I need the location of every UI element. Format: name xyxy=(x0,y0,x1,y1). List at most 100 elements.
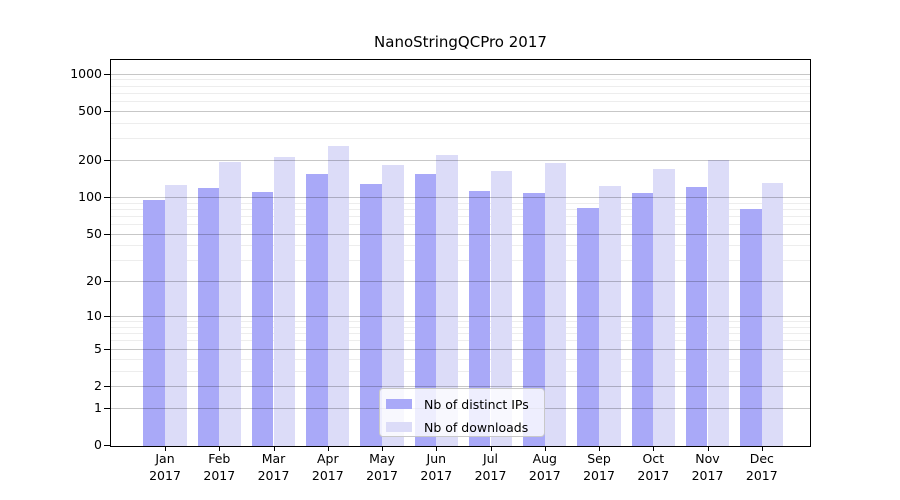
bar-distinct-ips xyxy=(360,184,382,446)
x-axis-tick xyxy=(219,446,221,451)
y-axis-tick xyxy=(104,385,111,387)
x-axis-tick xyxy=(273,446,275,451)
y-tick-label: 50 xyxy=(86,225,102,241)
x-axis-tick xyxy=(707,446,709,451)
gridline-minor xyxy=(111,358,810,360)
x-axis-tick xyxy=(165,446,166,451)
y-axis-tick xyxy=(104,445,111,446)
x-tick-label: Dec 2017 xyxy=(745,451,778,483)
gridline-minor xyxy=(111,122,810,124)
gridline-minor xyxy=(111,260,810,262)
x-tick-label: Apr 2017 xyxy=(311,451,344,483)
gridline-minor xyxy=(111,370,810,372)
y-axis-tick xyxy=(104,233,111,235)
x-tick-label: Feb 2017 xyxy=(203,451,236,483)
x-tick-label: Nov 2017 xyxy=(691,451,724,483)
legend: Nb of distinct IPs Nb of downloads xyxy=(379,388,545,437)
x-tick-label: May 2017 xyxy=(366,451,398,483)
gridline-major xyxy=(111,159,810,161)
y-tick-label: 20 xyxy=(86,273,102,289)
bar-distinct-ips xyxy=(685,187,708,446)
gridline-minor xyxy=(111,333,810,335)
gridline-minor xyxy=(111,92,810,94)
x-axis-tick xyxy=(436,446,438,451)
x-tick-label: Jun 2017 xyxy=(420,451,453,483)
legend-label-distinct-ips: Nb of distinct IPs xyxy=(424,396,529,412)
gridline-minor xyxy=(111,245,810,247)
legend-label-downloads: Nb of downloads xyxy=(424,419,529,435)
bar-downloads xyxy=(327,145,350,446)
bar-downloads xyxy=(761,182,784,446)
legend-swatch-distinct-ips xyxy=(386,398,412,410)
gridline-major xyxy=(111,281,810,283)
y-axis-tick xyxy=(104,348,111,350)
bar-downloads xyxy=(273,157,296,446)
y-axis-tick xyxy=(104,407,111,409)
legend-entry-distinct-ips: Nb of distinct IPs xyxy=(380,396,529,413)
y-axis-tick xyxy=(104,316,111,318)
gridline-minor xyxy=(111,340,810,342)
bar-distinct-ips xyxy=(197,188,220,446)
legend-swatch-downloads xyxy=(386,421,412,433)
y-tick-label: 2 xyxy=(94,377,102,393)
x-tick-label: Aug 2017 xyxy=(528,451,561,483)
gridline-major xyxy=(111,316,810,318)
bar-distinct-ips xyxy=(143,200,165,446)
bar-distinct-ips xyxy=(740,208,762,446)
x-axis-tick xyxy=(544,446,546,451)
bar-downloads xyxy=(490,170,513,446)
y-tick-label: 10 xyxy=(86,308,102,324)
y-tick-label: 0 xyxy=(94,437,102,452)
bar-distinct-ips xyxy=(523,193,545,446)
bar-downloads xyxy=(436,155,458,446)
gridline-minor xyxy=(111,208,810,210)
gridline-major xyxy=(111,196,810,198)
x-axis-tick xyxy=(599,446,600,451)
y-axis-tick xyxy=(104,73,111,75)
y-tick-label: 5 xyxy=(94,340,102,356)
x-tick-label: Oct 2017 xyxy=(637,451,670,483)
gridline-minor xyxy=(111,202,810,204)
y-tick-label: 100 xyxy=(78,188,102,204)
gridline-major xyxy=(111,385,810,387)
x-axis-tick xyxy=(327,446,329,451)
plot-area xyxy=(111,60,810,446)
y-tick-label: 1000 xyxy=(70,65,102,81)
legend-entry-downloads: Nb of downloads xyxy=(380,419,528,436)
y-tick-label: 1 xyxy=(94,399,102,415)
bar-distinct-ips xyxy=(306,174,328,446)
x-axis-tick xyxy=(761,446,763,451)
bar-downloads xyxy=(165,185,187,446)
gridline-major xyxy=(111,73,810,75)
bar-distinct-ips xyxy=(414,173,437,446)
bar-distinct-ips xyxy=(577,207,599,446)
gridline-minor xyxy=(111,215,810,217)
gridline-minor xyxy=(111,321,810,323)
y-tick-label: 500 xyxy=(78,102,102,118)
bar-downloads xyxy=(653,168,675,446)
bar-downloads xyxy=(599,185,621,446)
y-axis-tick xyxy=(104,159,111,161)
gridline-major xyxy=(111,348,810,350)
x-tick-label: Sep 2017 xyxy=(583,451,615,483)
x-axis-tick xyxy=(490,446,492,451)
bar-downloads xyxy=(219,162,241,446)
gridline-major xyxy=(111,110,810,112)
y-axis-tick xyxy=(104,196,111,198)
x-axis-tick xyxy=(382,446,383,451)
bar-distinct-ips xyxy=(468,191,491,446)
y-axis-tick xyxy=(104,110,111,112)
x-tick-label: Jan 2017 xyxy=(149,451,181,483)
gridline-minor xyxy=(111,85,810,87)
gridline-major xyxy=(111,233,810,235)
y-tick-label: 200 xyxy=(78,151,102,167)
gridline-minor xyxy=(111,326,810,328)
gridline-minor xyxy=(111,101,810,103)
x-tick-label: Jul 2017 xyxy=(474,451,507,483)
bar-distinct-ips xyxy=(631,192,654,446)
gridline-minor xyxy=(111,138,810,140)
bar-distinct-ips xyxy=(251,191,274,446)
x-tick-label: Mar 2017 xyxy=(257,451,290,483)
gridline-minor xyxy=(111,224,810,225)
